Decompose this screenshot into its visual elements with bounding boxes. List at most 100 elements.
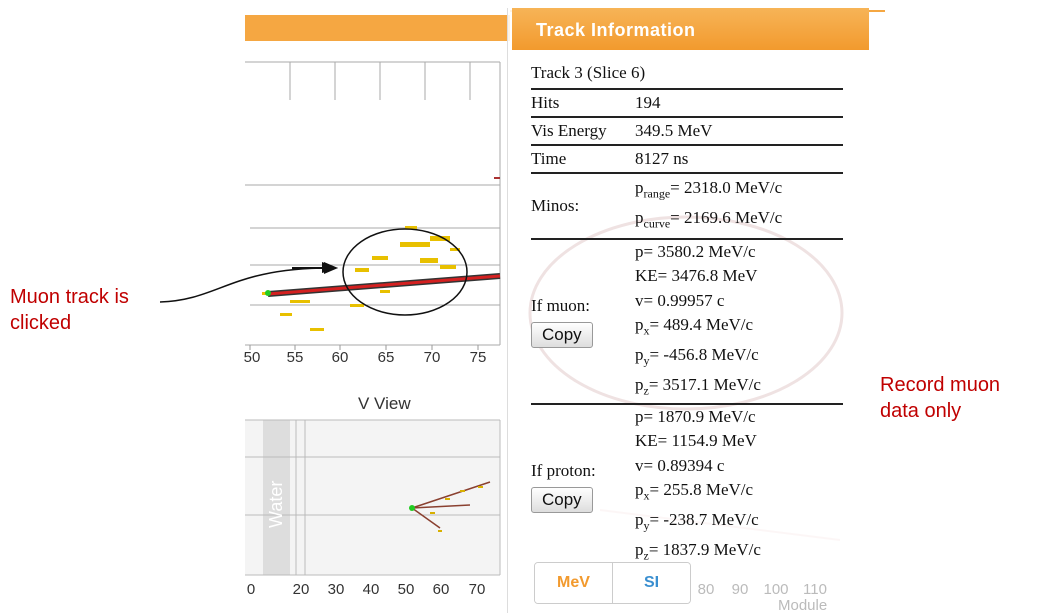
tick-label: 20 bbox=[292, 581, 310, 598]
track-info-panel: 80 90 100 110 Module Track Information Track… bbox=[507, 8, 869, 614]
value-line: p= 3580.2 MeV/c bbox=[635, 240, 843, 265]
tick-label: 80 bbox=[697, 581, 715, 598]
panel-title: Track Information bbox=[512, 8, 869, 50]
tick-label: 60 bbox=[432, 581, 450, 598]
value-line: p= 1870.9 MeV/c bbox=[635, 405, 843, 430]
value-line: px= 255.8 MeV/c bbox=[635, 478, 843, 508]
row-label: Time bbox=[531, 149, 567, 168]
region-label: Water bbox=[266, 480, 286, 528]
water-band bbox=[263, 420, 290, 575]
annotation-arrow bbox=[159, 267, 331, 303]
value-line: KE= 3476.8 MeV bbox=[635, 264, 843, 289]
value-text: = -238.7 MeV/c bbox=[649, 510, 759, 530]
value-text: = 1837.9 MeV/c bbox=[648, 540, 761, 560]
annotation-line: data only bbox=[880, 400, 962, 422]
value-text: = 255.8 MeV/c bbox=[649, 480, 754, 500]
unit-toggle: MeV SI bbox=[534, 562, 691, 604]
subscript: x bbox=[643, 323, 650, 338]
value-text: KE= 3476.8 MeV bbox=[635, 266, 758, 286]
top-bar bbox=[245, 15, 510, 41]
zoom-circle bbox=[342, 228, 468, 316]
value-text: p= 3580.2 MeV/c bbox=[635, 241, 756, 261]
hypothesis-label: If proton: bbox=[531, 460, 596, 480]
vertex bbox=[265, 290, 271, 296]
value-line: pz= 3517.1 MeV/c bbox=[635, 373, 843, 403]
tick-label: 110 bbox=[803, 581, 827, 598]
tick-label: 0 bbox=[246, 581, 256, 598]
minos-label: Minos: bbox=[531, 196, 580, 215]
row-value: 8127 ns bbox=[635, 149, 689, 168]
hypothesis-label-cell: If proton: Copy bbox=[531, 461, 635, 513]
track-name: Track 3 (Slice 6) bbox=[531, 63, 646, 82]
symbol: p bbox=[635, 208, 644, 227]
annotation-line: Muon track is bbox=[10, 286, 129, 308]
tick-label: 70 bbox=[423, 349, 441, 366]
copy-button[interactable]: Copy bbox=[531, 486, 593, 513]
symbol: p bbox=[635, 178, 644, 198]
row-value: 349.5 MeV bbox=[635, 121, 713, 140]
hits bbox=[262, 226, 460, 331]
lower-hits bbox=[430, 486, 483, 532]
tick-label: 30 bbox=[327, 581, 345, 598]
hypotheses: If muon: Copy p= 3580.2 MeV/c KE= 3476.8 Me… bbox=[531, 240, 843, 568]
upper-axis-ticks bbox=[249, 345, 479, 350]
symbol: p bbox=[635, 315, 644, 335]
annotation: Muon track is clicked bbox=[10, 284, 129, 336]
value-line: prange= 2318.0 MeV/c bbox=[635, 176, 843, 206]
info-row: Hits 194 bbox=[531, 90, 843, 118]
hypothesis-row: If proton: Copy p= 1870.9 MeV/c KE= 1154.9 … bbox=[531, 405, 843, 568]
unit-si[interactable]: SI bbox=[613, 563, 690, 603]
annotation-line: clicked bbox=[10, 312, 72, 334]
subscript: z bbox=[643, 548, 649, 563]
minos-row: Minos: prange= 2318.0 MeV/c pcurve= 2169.… bbox=[531, 174, 843, 240]
info-row: Vis Energy 349.5 MeV bbox=[531, 118, 843, 146]
copy-button[interactable]: Copy bbox=[531, 321, 593, 348]
symbol: p bbox=[635, 510, 644, 530]
annotation-arrow-head bbox=[322, 262, 338, 273]
symbol: p bbox=[635, 375, 644, 395]
lower-tracks bbox=[411, 481, 491, 529]
value-line: v= 0.99957 c bbox=[635, 289, 843, 314]
rows: Hits 194 Vis Energy 349.5 MeV Time 8127 ns bbox=[531, 90, 843, 174]
subscript: y bbox=[643, 518, 650, 533]
symbol: p bbox=[635, 480, 644, 500]
value-text: v= 0.89394 c bbox=[635, 455, 725, 475]
subscript: curve bbox=[643, 216, 671, 231]
row-label: Vis Energy bbox=[531, 121, 607, 140]
hypothesis-label-cell: If muon: Copy bbox=[531, 296, 635, 348]
row-label: Hits bbox=[531, 93, 560, 112]
symbol: p bbox=[635, 345, 644, 365]
hypothesis-values: p= 1870.9 MeV/c KE= 1154.9 MeV v= 0.89394 … bbox=[635, 405, 843, 568]
unit-mev[interactable]: MeV bbox=[535, 563, 613, 603]
value-text: = 2318.0 MeV/c bbox=[670, 178, 783, 198]
tick-label: 50 bbox=[397, 581, 415, 598]
subscript: z bbox=[643, 383, 649, 398]
lower-vertex bbox=[409, 505, 415, 511]
lower-grid bbox=[245, 419, 501, 576]
value-line: pz= 1837.9 MeV/c bbox=[635, 538, 843, 568]
value-line: py= -456.8 MeV/c bbox=[635, 343, 843, 373]
tick-label: 70 bbox=[468, 581, 486, 598]
track-row: Track 3 (Slice 6) bbox=[531, 58, 843, 90]
value-line: KE= 1154.9 MeV bbox=[635, 429, 843, 454]
tick-label: 50 bbox=[243, 349, 261, 366]
tick-label: 65 bbox=[377, 349, 395, 366]
value-text: = -456.8 MeV/c bbox=[649, 345, 759, 365]
row-value: 194 bbox=[635, 93, 661, 112]
value-text: = 3517.1 MeV/c bbox=[648, 375, 761, 395]
value-text: v= 0.99957 c bbox=[635, 290, 725, 310]
tick-label: 40 bbox=[362, 581, 380, 598]
subscript: range bbox=[643, 186, 671, 201]
value-line: v= 0.89394 c bbox=[635, 454, 843, 479]
value-text: = 2169.6 MeV/c bbox=[670, 208, 783, 227]
tick-label: 60 bbox=[331, 349, 349, 366]
tick-label: 75 bbox=[469, 349, 487, 366]
view-title: V View bbox=[358, 394, 411, 413]
upper-frame bbox=[245, 61, 501, 346]
annotation: Record muon data only bbox=[880, 372, 1000, 424]
axis-title: Module bbox=[778, 597, 828, 614]
minos-values: prange= 2318.0 MeV/c pcurve= 2169.6 MeV/c bbox=[635, 176, 843, 236]
info-row: Time 8127 ns bbox=[531, 146, 843, 174]
